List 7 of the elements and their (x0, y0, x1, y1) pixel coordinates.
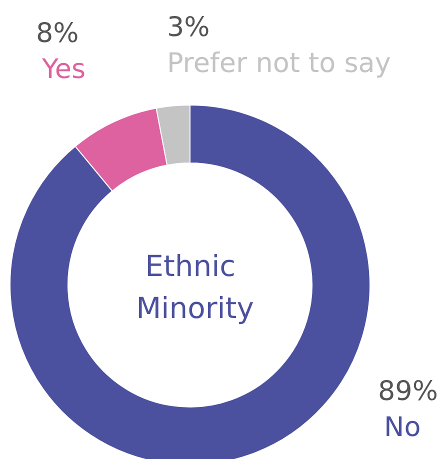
slice-label: Prefer not to say (167, 48, 391, 79)
data-label: 8% (36, 18, 79, 49)
data-label: 3% (167, 12, 210, 43)
slice-label: No (384, 412, 421, 443)
data-label: 89% (378, 376, 438, 407)
slice-label: Yes (41, 54, 86, 85)
text: Ethnic Minority (136, 249, 254, 325)
